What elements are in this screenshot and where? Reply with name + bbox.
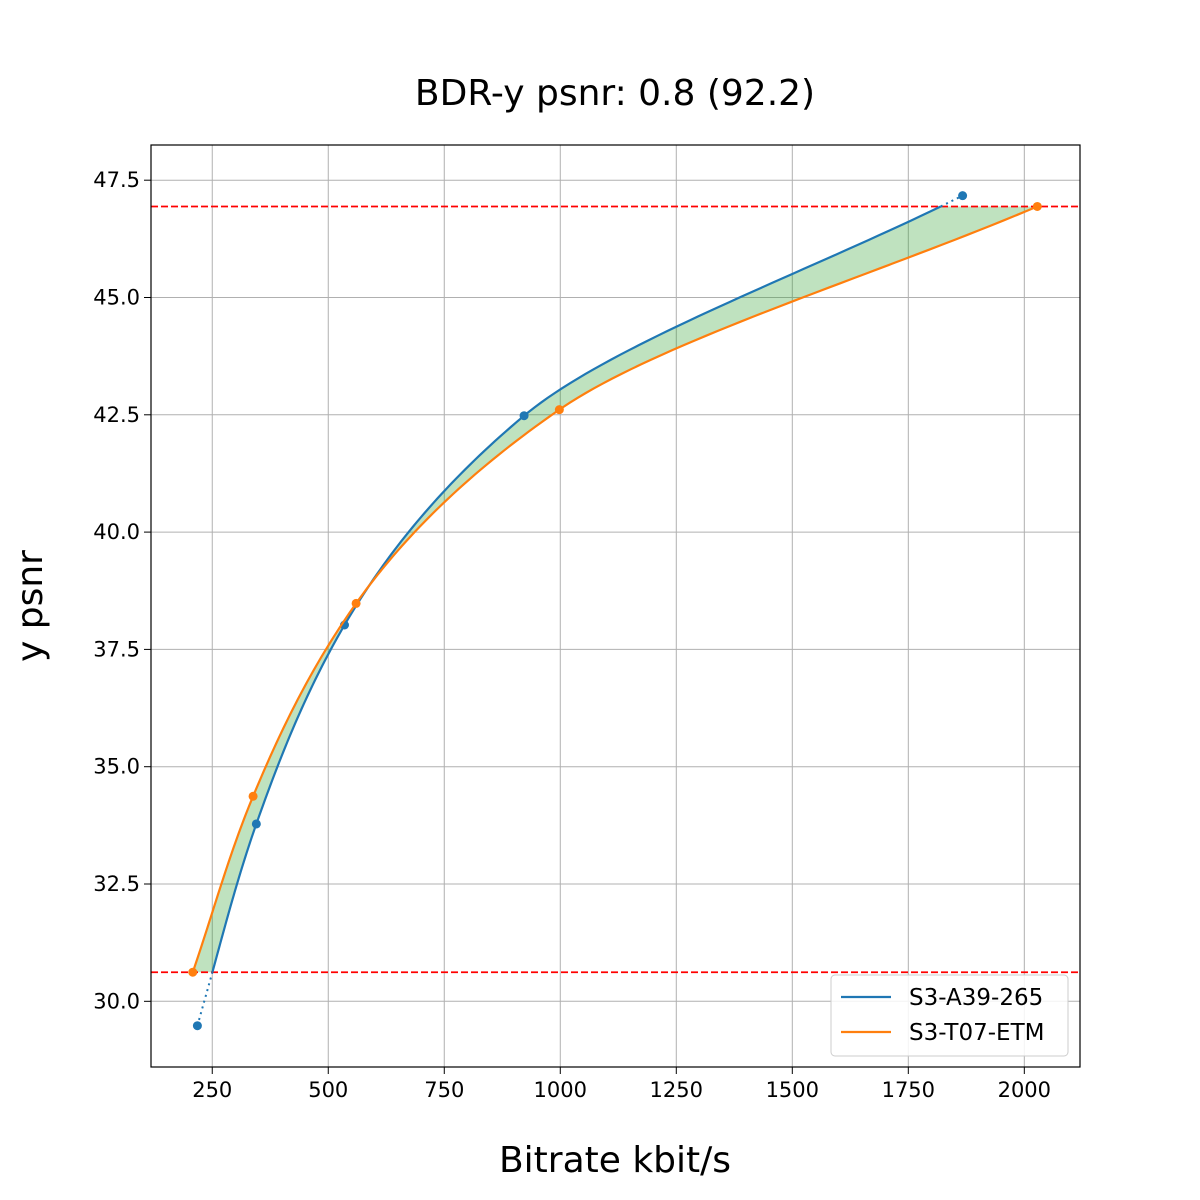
y-tick-label: 45.0 <box>93 285 140 309</box>
legend-box <box>830 974 1069 1057</box>
plot-frame <box>150 144 1081 1068</box>
y-tick-label: 35.0 <box>93 755 140 779</box>
y-tick-label: 47.5 <box>93 168 140 192</box>
y-ticks: 30.0 32.5 35.0 37.5 40.0 42.5 45.0 47.5 <box>93 168 151 1013</box>
overlap-band-area <box>192 206 1038 973</box>
y-tick-label: 40.0 <box>93 520 140 544</box>
data-point-1 <box>554 405 564 415</box>
x-tick-label: 1000 <box>534 1078 587 1102</box>
data-point-1 <box>248 791 258 801</box>
y-tick-label: 42.5 <box>93 403 140 427</box>
x-tick-label: 500 <box>308 1078 348 1102</box>
data-point-0 <box>251 819 261 829</box>
series-line-1 <box>191 205 1038 973</box>
y-tick-label: 30.0 <box>93 989 140 1013</box>
x-ticks: 250 500 750 1000 1250 1500 1750 2000 <box>192 1067 1051 1102</box>
series-extension-0 <box>940 194 964 208</box>
grid <box>151 145 1080 1067</box>
overlap-band <box>192 206 1038 973</box>
series-extension-0 <box>196 971 214 1026</box>
data-point-1 <box>351 598 361 608</box>
data-point-0 <box>958 191 968 201</box>
legend: S3-A39-265 S3-T07-ETM <box>830 974 1069 1057</box>
chart-title: BDR-y psnr: 0.8 (92.2) <box>415 73 815 114</box>
x-axis-label: Bitrate kbit/s <box>499 1140 731 1181</box>
data-point-1 <box>1032 201 1042 211</box>
y-axis-label: y psnr <box>10 550 51 662</box>
x-tick-label: 1750 <box>882 1078 935 1102</box>
reference-lines <box>151 205 1080 974</box>
legend-label-1: S3-T07-ETM <box>909 1020 1044 1046</box>
legend-label-0: S3-A39-265 <box>909 985 1043 1011</box>
x-tick-label: 750 <box>424 1078 464 1102</box>
y-tick-label: 32.5 <box>93 872 140 896</box>
x-tick-label: 250 <box>192 1078 232 1102</box>
series-line-0 <box>211 205 942 973</box>
x-tick-label: 1250 <box>650 1078 703 1102</box>
x-tick-label: 2000 <box>998 1078 1051 1102</box>
data-point-0 <box>192 1021 202 1031</box>
data-point-0 <box>519 411 529 421</box>
data-point-1 <box>188 967 198 977</box>
y-tick-label: 37.5 <box>93 637 140 661</box>
x-tick-label: 1500 <box>766 1078 819 1102</box>
series-layer <box>188 191 1042 1031</box>
